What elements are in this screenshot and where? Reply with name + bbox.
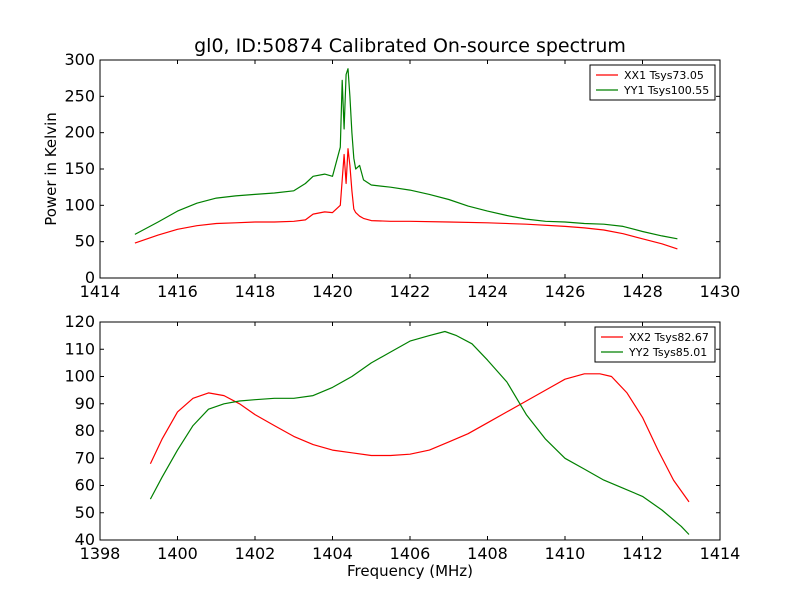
x-tick-label: 1404 (312, 544, 353, 563)
series-line-xx1 (134, 148, 678, 250)
y-tick-label: 100 (64, 195, 95, 214)
x-tick-label: 1422 (390, 282, 431, 301)
x-tick-label: 1416 (157, 282, 198, 301)
x-tick-label: 1428 (622, 282, 663, 301)
legend-entry: XX1 Tsys73.05 (624, 69, 704, 82)
y-tick-label: 60 (75, 476, 95, 495)
figure-title: gl0, ID:50874 Calibrated On-source spect… (194, 35, 626, 57)
legend-box (589, 64, 716, 101)
legend: XX1 Tsys73.05 YY1 Tsys100.55 (589, 64, 716, 101)
series-line-xx2 (149, 373, 690, 503)
y-tick-label: 50 (75, 503, 95, 522)
x-tick-label: 1408 (467, 544, 508, 563)
y-tick-label: 70 (75, 448, 95, 467)
legend-entry: XX2 Tsys82.67 (629, 331, 709, 344)
y-axis-label: Power in Kelvin (42, 112, 60, 226)
x-tick-label: 1410 (545, 544, 586, 563)
series-line-yy1 (134, 68, 678, 240)
x-tick-label: 1418 (235, 282, 276, 301)
legend-entry: YY1 Tsys100.55 (623, 84, 709, 97)
x-tick-label: 1426 (545, 282, 586, 301)
y-tick-label: 50 (75, 232, 95, 251)
x-axis-label: Frequency (MHz) (347, 562, 473, 580)
x-tick-label: 1406 (390, 544, 431, 563)
y-tick-label: 0 (85, 268, 95, 287)
x-tick-label: 1412 (622, 544, 663, 563)
y-tick-label: 110 (64, 339, 95, 358)
legend: XX2 Tsys82.67 YY2 Tsys85.01 (594, 326, 716, 363)
y-tick-label: 80 (75, 421, 95, 440)
legend-box (594, 326, 716, 363)
x-tick-label: 1398 (80, 544, 121, 563)
x-tick-label: 1414 (700, 544, 741, 563)
y-tick-label: 300 (64, 50, 95, 69)
y-tick-label: 250 (64, 86, 95, 105)
legend-entry: YY2 Tsys85.01 (628, 346, 707, 359)
x-tick-label: 1414 (80, 282, 121, 301)
y-tick-label: 90 (75, 394, 95, 413)
y-tick-label: 120 (64, 312, 95, 331)
x-tick-label: 1402 (235, 544, 276, 563)
x-tick-label: 1400 (157, 544, 198, 563)
y-tick-label: 200 (64, 123, 95, 142)
y-tick-label: 150 (64, 159, 95, 178)
top-plot: 1414 1416 1418 1420 1422 1424 1426 1428 1430 0 50 1… (42, 50, 740, 301)
y-tick-label: 40 (75, 530, 95, 549)
x-tick-label: 1420 (312, 282, 353, 301)
bottom-plot: 1398 1400 1402 1404 1406 1408 1410 1412 1414 40 50… (64, 312, 740, 580)
series-line-yy2 (149, 330, 690, 535)
x-tick-label: 1430 (700, 282, 741, 301)
x-tick-label: 1424 (467, 282, 508, 301)
y-tick-label: 100 (64, 367, 95, 386)
